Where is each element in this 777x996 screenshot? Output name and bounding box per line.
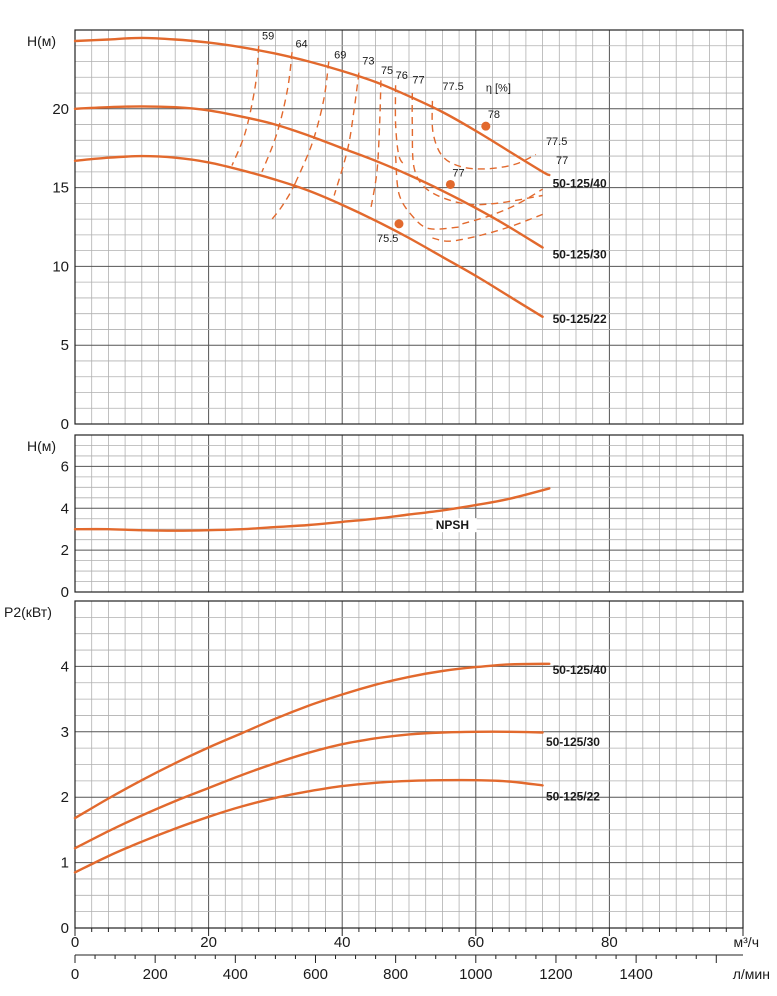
y-tick-label: 0 [61,584,69,601]
efficiency-contour-label: 64 [295,38,307,50]
series-label: 50-125/22 [546,789,600,803]
curve-50-125-22 [73,778,544,874]
plot-frame [74,434,744,593]
efficiency-contour-label: 69 [334,49,346,61]
efficiency-contour-77.5 [431,100,537,170]
curve-50-125-40 [73,662,551,820]
curve-50-125-30 [73,730,544,850]
efficiency-contour-label: 77.5 [442,81,463,93]
y-axis-label: H(м) [27,33,56,49]
efficiency-axis-label: η [%] [486,82,511,94]
curve-50-125-40 [73,36,551,177]
x-tick-label-lmin: 800 [383,966,408,983]
y-tick-label: 10 [52,258,69,275]
efficiency-contour-label: 77 [556,155,568,167]
grid-layer: 0 5 10 15 20 H(м) 0 2 4 6 H(м) 0 1 2 3 4 P2(кВт) [4,29,744,937]
efficiency-contour-label: 77.5 [546,136,567,148]
y-tick-label: 5 [61,337,69,354]
curves-layer: 78 77 75.5 59 64 69 73 75 76 77 77.5 77.5 77 η [%] 50-… [73,30,607,874]
y-tick-label: 0 [61,920,69,937]
x-unit-m3h: м³/ч [734,934,759,950]
x-tick-label-m3h: 40 [334,934,351,951]
chart-panel-1: 0 5 10 15 20 H(м) [27,29,744,433]
x-axes: 0 20 40 60 80 м³/ч 0 200 400 600 800 1000 1200 1400 л/… [71,928,770,983]
x-tick-label-m3h: 80 [601,934,618,951]
efficiency-contour-73 [333,72,360,196]
efficiency-contour-label: 73 [362,56,374,68]
y-tick-label: 20 [52,101,69,118]
efficiency-contour-label: 75 [381,65,393,77]
efficiency-contour-59 [231,45,260,166]
y-tick-label: 4 [61,500,69,517]
curve-50-125-30 [73,105,544,249]
y-tick-label: 1 [61,855,69,872]
x-tick-label-lmin: 600 [303,966,328,983]
efficiency-contour-label: 59 [262,30,274,42]
series-label: 50-125/40 [553,177,607,191]
y-axis-label: H(м) [27,438,56,454]
efficiency-contour-label: 76 [396,70,408,82]
x-tick-label-lmin: 0 [71,966,79,983]
x-tick-label-m3h: 0 [71,934,79,951]
curve-50-125-22 [73,154,544,318]
efficiency-point-label: 78 [488,109,500,121]
efficiency-contour-69 [294,61,330,184]
best-efficiency-point [445,179,455,189]
efficiency-contour-77 [394,156,460,230]
npsh-label-background [432,518,477,533]
chart-panel-2: 0 2 4 6 H(м) [27,434,744,601]
x-tick-label-lmin: 200 [143,966,168,983]
efficiency-contour-77.5 [432,213,543,242]
efficiency-contour-75 [369,80,382,212]
efficiency-point-label: 77 [452,167,464,179]
efficiency-contour-64 [261,52,293,173]
best-efficiency-point [481,121,491,131]
plot-frame [74,29,744,425]
series-label: 50-125/30 [546,735,600,749]
x-tick-label-lmin: 1400 [619,966,652,983]
series-label: NPSH [436,518,469,532]
x-tick-label-m3h: 60 [467,934,484,951]
x-tick-label-lmin: 1000 [459,966,492,983]
best-efficiency-point [394,219,404,229]
efficiency-point-label: 75.5 [377,233,398,245]
efficiency-contour-76 [394,85,407,166]
y-axis-label: P2(кВт) [4,604,52,620]
series-label: 50-125/40 [553,663,607,677]
x-tick-label-lmin: 1200 [539,966,572,983]
efficiency-contour-77.5 [462,188,543,225]
x-tick-label-lmin: 400 [223,966,248,983]
efficiency-contour-label: 77 [412,75,424,87]
series-label: 50-125/30 [553,248,607,262]
y-tick-label: 4 [61,658,69,675]
series-label: 50-125/22 [553,312,607,326]
efficiency-contour-69 [271,182,297,220]
y-tick-label: 3 [61,724,69,741]
x-unit-lmin: л/мин [733,966,770,982]
y-tick-label: 6 [61,458,69,475]
efficiency-contour-77 [411,92,543,206]
y-tick-label: 2 [61,542,69,559]
chart-panel-3: 0 1 2 3 4 P2(кВт) [4,600,744,937]
y-tick-label: 0 [61,416,69,433]
x-tick-label-m3h: 20 [200,934,217,951]
y-tick-label: 15 [52,180,69,197]
curve-npsh [73,487,551,532]
y-tick-label: 2 [61,789,69,806]
